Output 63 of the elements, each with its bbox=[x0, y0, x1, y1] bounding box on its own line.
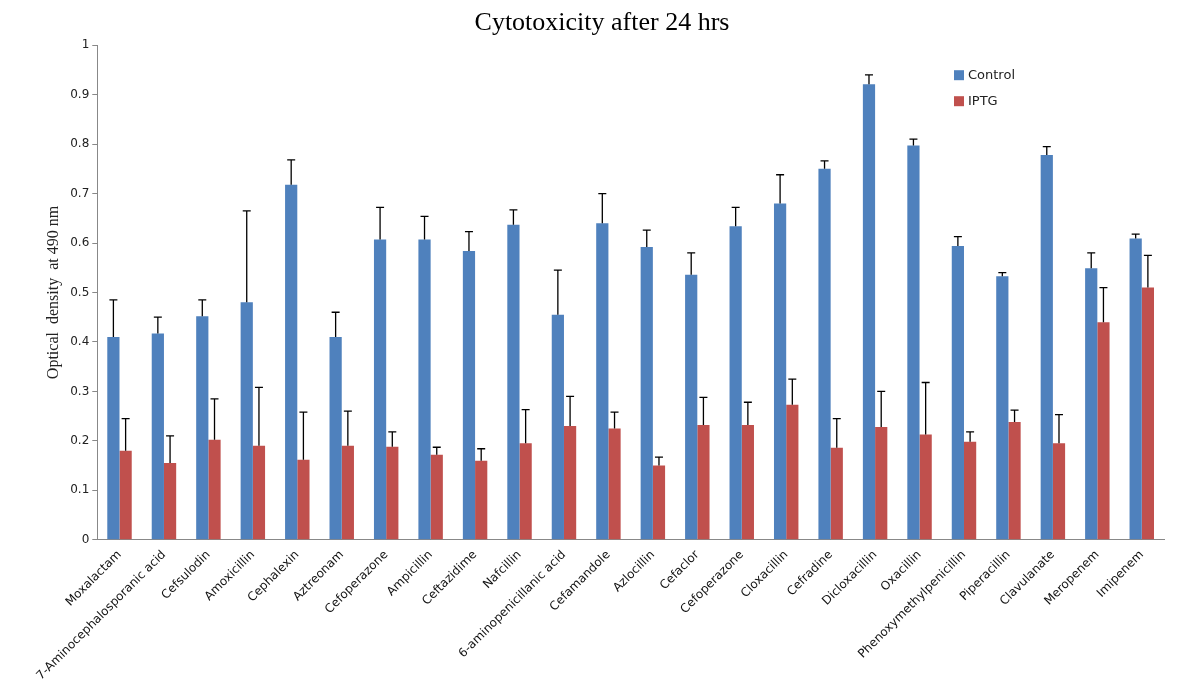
bar bbox=[640, 246, 653, 540]
bar bbox=[830, 447, 843, 540]
bar bbox=[996, 276, 1009, 540]
bar bbox=[163, 463, 177, 540]
bar bbox=[652, 465, 666, 540]
bar bbox=[475, 460, 488, 540]
bar bbox=[551, 314, 564, 540]
bar bbox=[418, 239, 431, 540]
bar bbox=[196, 316, 209, 540]
bar bbox=[252, 445, 266, 540]
bar bbox=[329, 336, 342, 540]
legend-label: Control bbox=[968, 66, 1015, 82]
bar bbox=[107, 336, 120, 540]
y-tick-label: 0.4 bbox=[70, 334, 90, 349]
bar bbox=[341, 445, 354, 540]
bar bbox=[563, 426, 577, 540]
y-tick-label: 0 bbox=[81, 531, 90, 546]
bar bbox=[462, 250, 476, 540]
bar bbox=[951, 245, 964, 540]
bar bbox=[608, 428, 621, 540]
bar bbox=[1008, 422, 1021, 540]
y-tick-label: 0.1 bbox=[70, 482, 90, 497]
bar bbox=[729, 226, 742, 540]
chart-title: Cytotoxicity after 24 hrs bbox=[474, 7, 730, 37]
bar bbox=[1052, 443, 1066, 540]
bar bbox=[430, 454, 443, 540]
bar bbox=[373, 239, 387, 540]
bar bbox=[818, 168, 831, 540]
bar bbox=[507, 224, 520, 540]
bar bbox=[151, 333, 164, 540]
bar bbox=[697, 425, 710, 540]
bar bbox=[919, 434, 932, 540]
bar bbox=[208, 439, 221, 540]
y-tick-label: 0.9 bbox=[70, 86, 90, 101]
bar bbox=[386, 446, 399, 540]
y-axis-title: Optical density at 490 nm bbox=[43, 205, 62, 380]
y-tick-label: 0.5 bbox=[70, 284, 90, 299]
legend-label: IPTG bbox=[968, 92, 998, 108]
bar bbox=[786, 404, 799, 540]
bar bbox=[1040, 154, 1053, 540]
bar bbox=[1129, 238, 1142, 540]
bar bbox=[875, 427, 888, 540]
bar bbox=[596, 223, 609, 540]
y-tick-label: 0.6 bbox=[70, 235, 90, 250]
bar bbox=[240, 302, 253, 540]
bar bbox=[907, 145, 920, 540]
bar bbox=[1085, 268, 1098, 540]
y-tick-label: 0.3 bbox=[70, 383, 90, 398]
bar bbox=[963, 441, 977, 540]
bar bbox=[519, 443, 532, 540]
bar bbox=[1141, 287, 1154, 540]
bar bbox=[773, 203, 787, 540]
bar bbox=[741, 425, 754, 540]
bar bbox=[1097, 322, 1110, 540]
bar bbox=[297, 459, 310, 540]
y-tick-label: 0.2 bbox=[70, 432, 90, 447]
y-tick-label: 0.7 bbox=[70, 185, 90, 200]
bar bbox=[285, 184, 298, 540]
bar bbox=[685, 274, 698, 540]
y-tick-label: 0.8 bbox=[70, 136, 90, 151]
y-tick-label: 1 bbox=[81, 37, 90, 52]
bar bbox=[862, 84, 876, 540]
bar bbox=[119, 450, 132, 540]
